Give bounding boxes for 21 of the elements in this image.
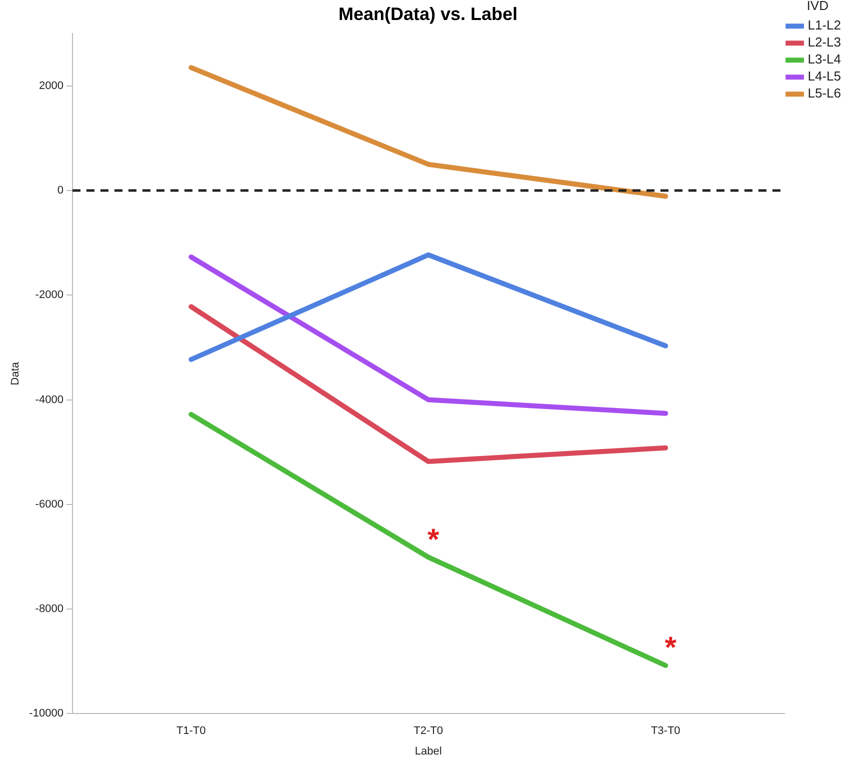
y-tick-label: -4000	[35, 394, 64, 406]
x-tick-label: T1-T0	[176, 725, 206, 738]
legend-label: L4-L5	[808, 68, 841, 84]
x-tick-label: T3-T0	[650, 725, 680, 738]
y-tick-label: -10000	[29, 708, 64, 720]
legend-label: L2-L3	[808, 34, 841, 50]
annotation: *	[664, 632, 677, 665]
legend-label: L3-L4	[808, 52, 841, 67]
x-tick-label: T2-T0	[414, 725, 444, 738]
legend-title: IVD	[806, 0, 828, 14]
y-tick-label: 0	[57, 184, 64, 197]
y-tick-label: -6000	[35, 498, 64, 510]
x-axis-title: Label	[414, 745, 442, 758]
legend-label: L5-L6	[808, 86, 841, 101]
legend-label: L1-L2	[808, 18, 841, 33]
chart-title: Mean(Data) vs. Label	[338, 4, 518, 24]
y-tick-label: -2000	[35, 289, 64, 302]
y-tick-label: 2000	[38, 80, 64, 92]
annotation: *	[428, 523, 440, 556]
y-axis-title: Data	[10, 361, 22, 386]
y-tick-label: -8000	[35, 603, 64, 616]
